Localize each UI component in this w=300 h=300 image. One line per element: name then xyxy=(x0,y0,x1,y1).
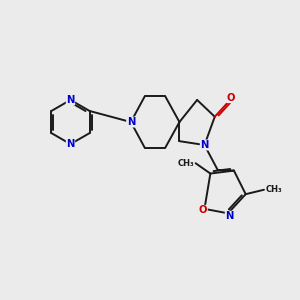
Text: CH₃: CH₃ xyxy=(178,159,194,168)
Text: N: N xyxy=(66,139,75,149)
Text: CH₃: CH₃ xyxy=(266,185,282,194)
Text: O: O xyxy=(227,93,235,103)
Text: N: N xyxy=(66,95,75,105)
Text: N: N xyxy=(200,140,209,150)
Text: O: O xyxy=(199,206,207,215)
Text: N: N xyxy=(225,211,234,221)
Text: N: N xyxy=(127,117,135,127)
